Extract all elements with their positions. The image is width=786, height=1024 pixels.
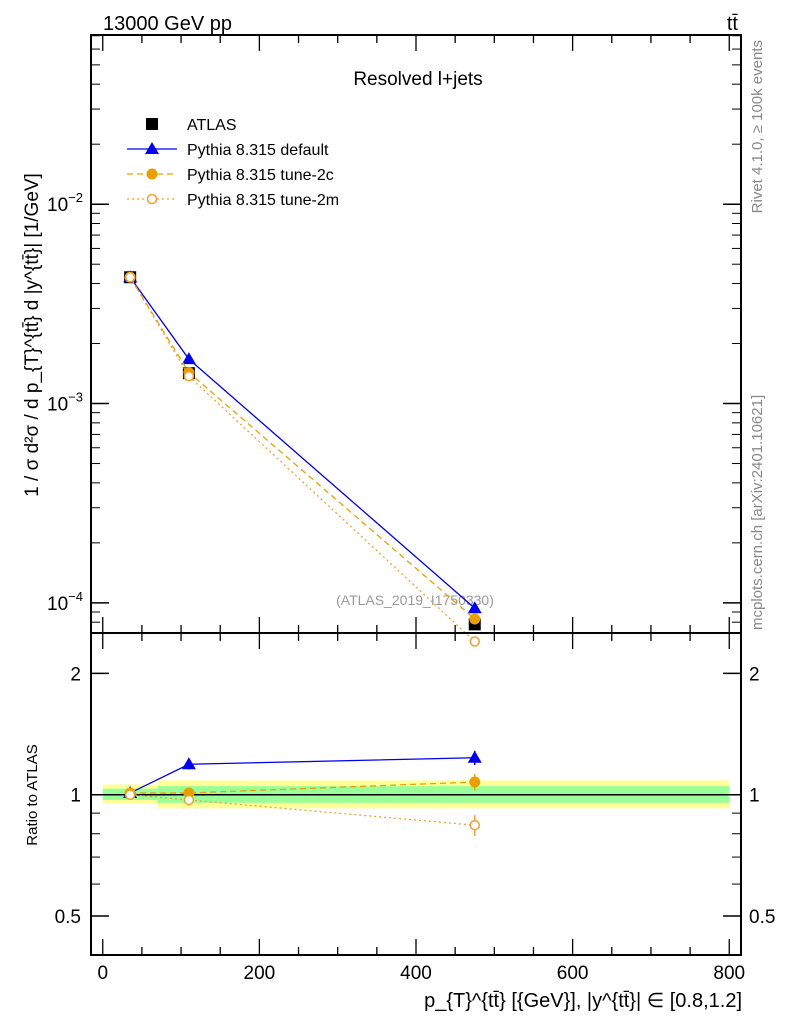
y-tick-base: 10 (47, 594, 68, 615)
series-line-0-2 (129, 276, 476, 620)
mcplots-label: mcplots.cern.ch [arXiv:2401.10621] (749, 395, 766, 630)
data-point-1-0-2 (467, 750, 482, 763)
x-tick-label: 600 (557, 963, 589, 984)
y-tick-base: 10 (47, 395, 68, 416)
y-tick-label: 10−3 (47, 390, 83, 416)
series-line-1-2 (130, 794, 475, 826)
data-point-0-2-2 (469, 613, 481, 625)
y-tick-exponent: −4 (68, 589, 83, 604)
series-line-0-3 (129, 276, 476, 642)
header-left: 13000 GeV pp (103, 13, 232, 35)
legend-marker-1 (145, 142, 159, 154)
ratio-y-label: Ratio to ATLAS (24, 744, 41, 845)
series-line-0-1 (129, 276, 476, 609)
ratio-y-tick-label-right: 0.5 (749, 907, 775, 928)
legend-label-2: Pythia 8.315 tune-2c (187, 167, 334, 184)
x-tick-label: 400 (400, 963, 432, 984)
data-point-0-3-0 (124, 272, 136, 283)
legend-label-1: Pythia 8.315 default (187, 142, 329, 159)
legend-marker-3 (146, 193, 158, 205)
y-tick-label: 10−4 (47, 589, 83, 615)
header-right: tt̄ (727, 13, 739, 35)
chart-title: Resolved l+jets (353, 69, 482, 90)
ratio-y-tick-label-right: 1 (749, 786, 760, 807)
legend-label-3: Pythia 8.315 tune-2m (187, 192, 339, 209)
main-y-label: 1 / σ d²σ / d p_{T}^{tt̄} d |y^{tt̄}| [1… (22, 173, 43, 497)
x-tick-label: 0 (97, 963, 108, 984)
data-point-1-1-2 (469, 776, 481, 788)
x-tick-label: 800 (713, 963, 745, 984)
ratio-y-tick-label-left: 2 (70, 664, 81, 685)
ratio-y-tick-label-left: 0.5 (55, 907, 81, 928)
data-point-1-2-2 (469, 819, 480, 831)
analysis-annotation: (ATLAS_2019_I1750330) (336, 592, 494, 608)
ratio-y-tick-label-right: 2 (749, 664, 760, 685)
y-tick-base: 10 (47, 195, 68, 216)
data-point-0-1-1 (181, 352, 196, 365)
x-axis-label: p_{T}^{tt̄} [{GeV}], |y^{tt̄}| ∈ [0.8,1.… (424, 990, 742, 1012)
data-point-1-0-1 (181, 757, 196, 770)
data-point-1-2-0 (124, 789, 136, 800)
y-tick-label: 10−2 (47, 190, 83, 216)
ratio-y-tick-label-left: 1 (70, 786, 81, 807)
data-point-1-2-1 (183, 794, 195, 806)
y-tick-exponent: −3 (68, 390, 83, 405)
y-tick-exponent: −2 (68, 190, 83, 205)
legend-marker-2 (146, 168, 158, 180)
rivet-label: Rivet 4.1.0, ≥ 100k events (749, 40, 766, 213)
data-point-0-3-2 (469, 636, 480, 647)
legend-label-0: ATLAS (187, 117, 237, 134)
data-point-0-1-2 (467, 601, 482, 614)
data-point-0-3-1 (183, 371, 195, 382)
legend-marker-0 (146, 118, 158, 130)
x-tick-label: 200 (244, 963, 276, 984)
